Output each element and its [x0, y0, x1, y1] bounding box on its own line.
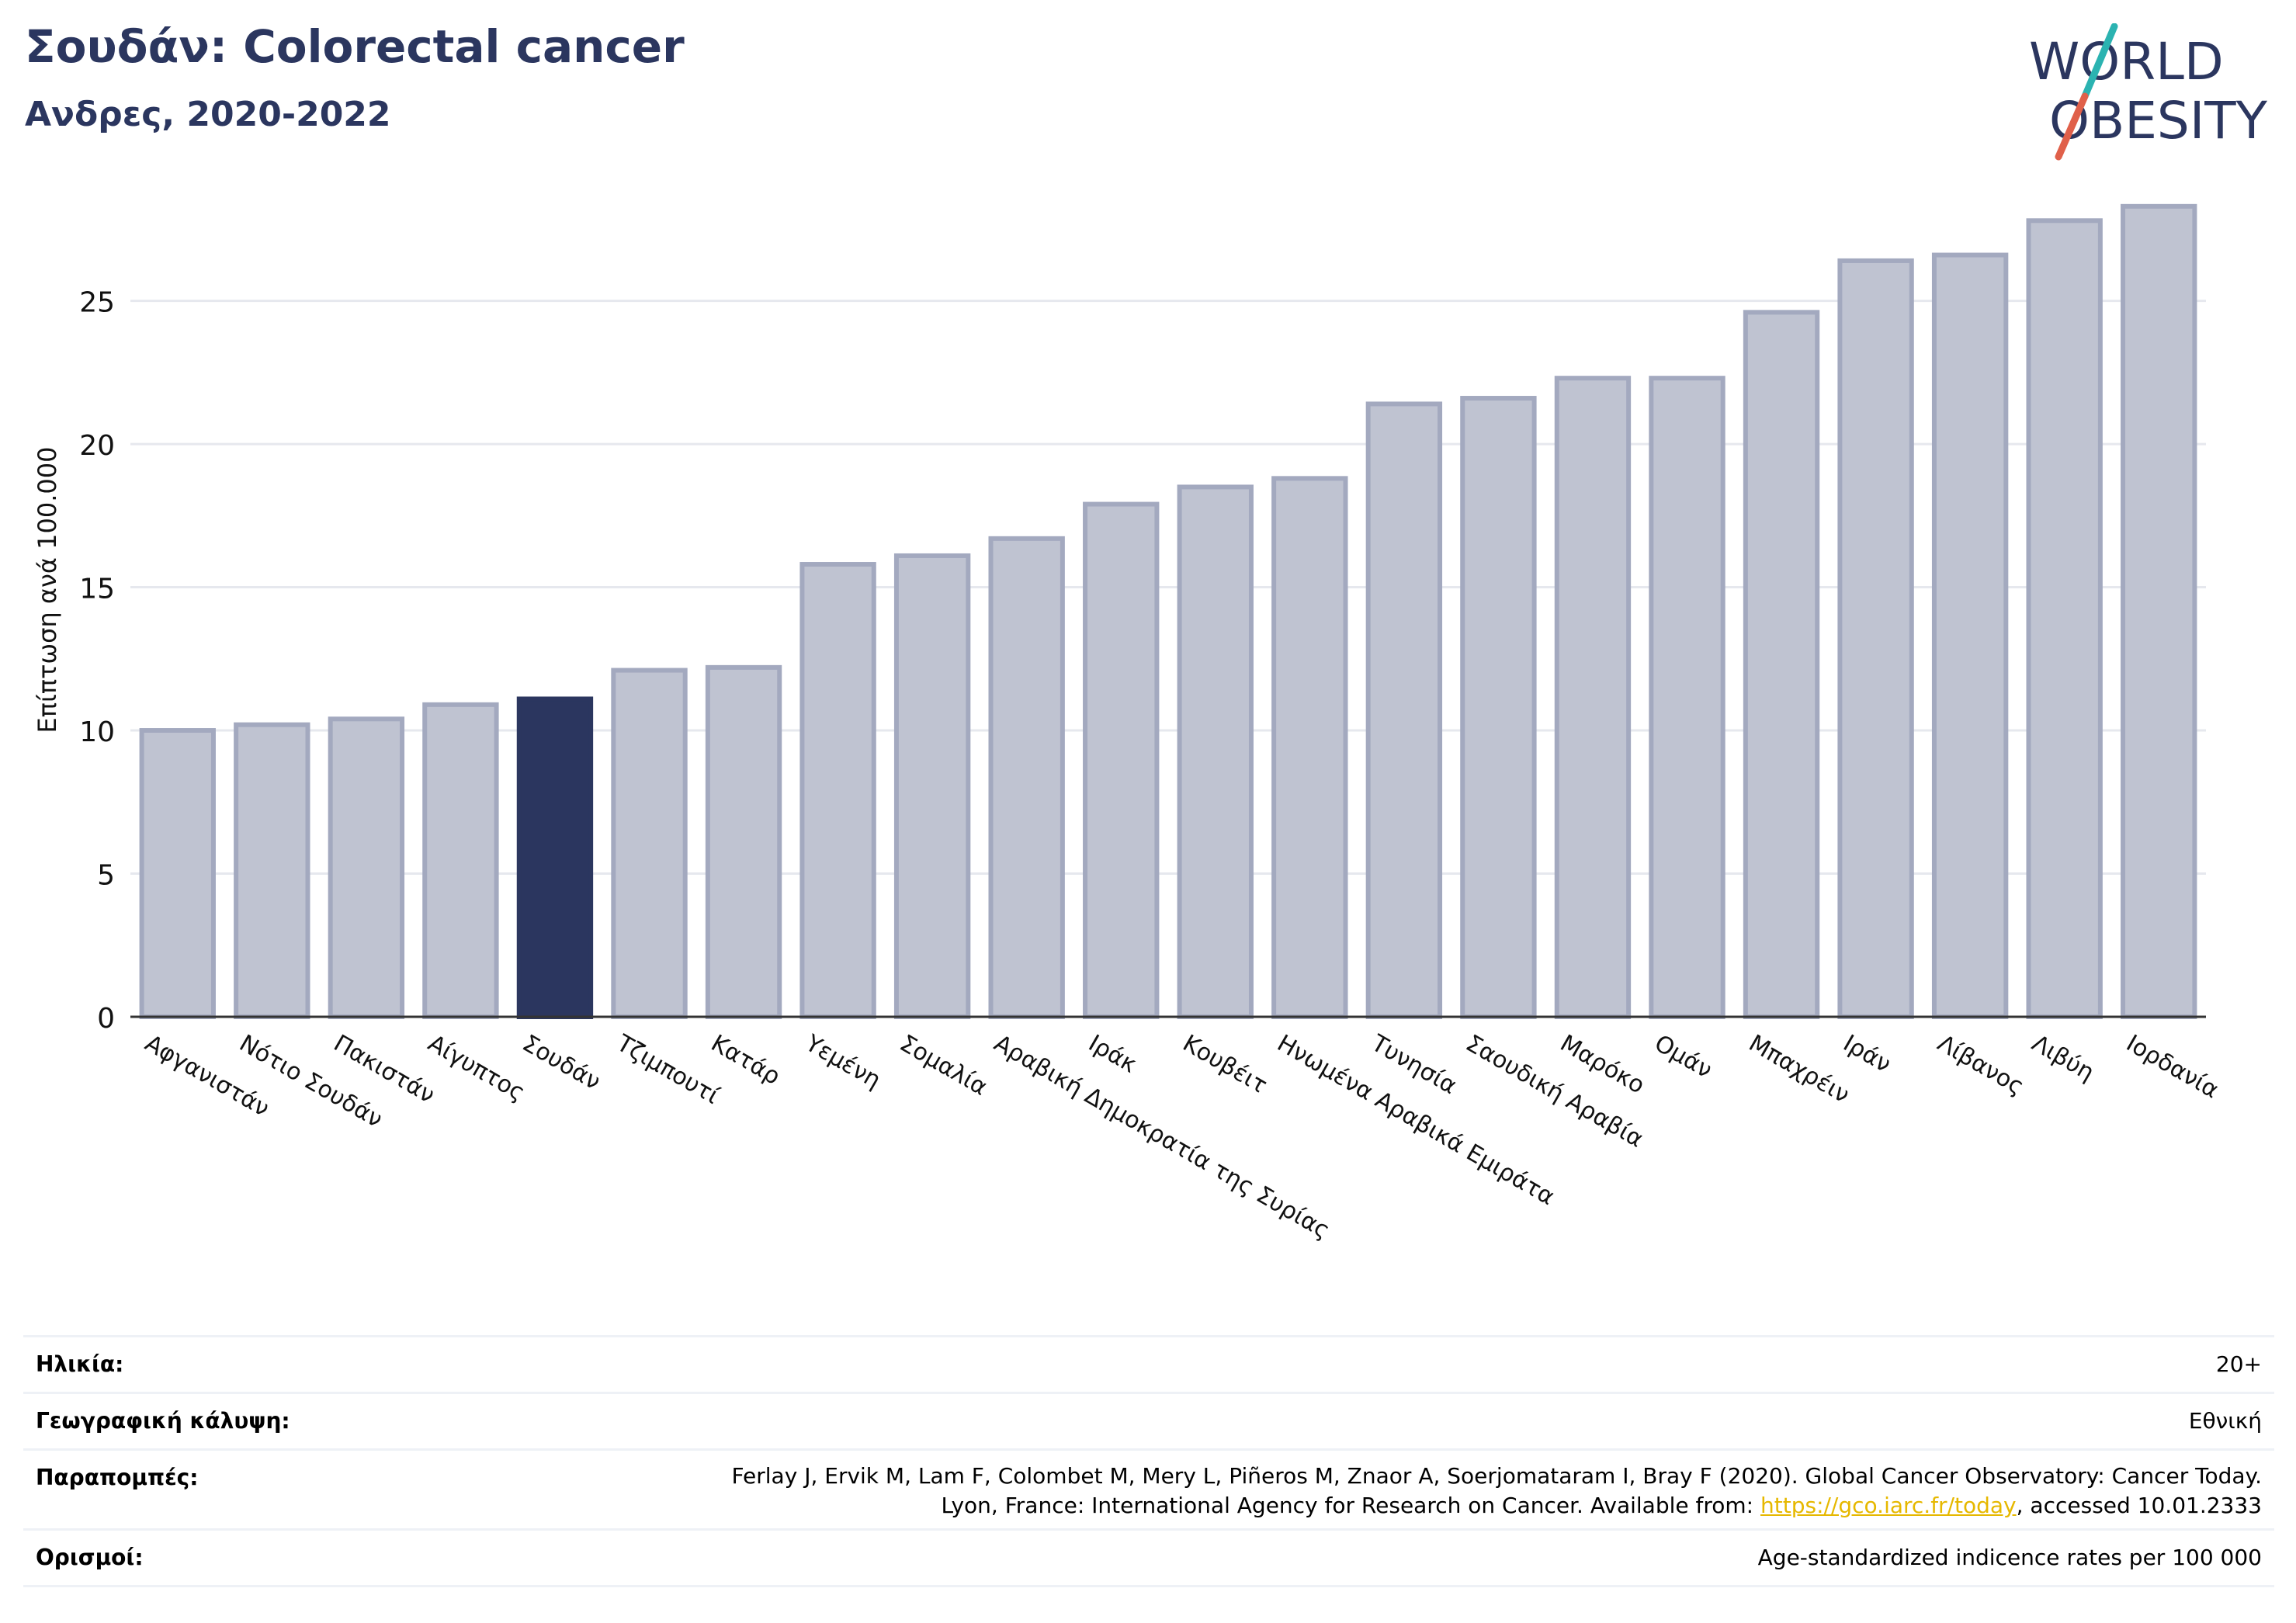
bar: [2026, 218, 2103, 1019]
x-tick-label: Μπαχρέιν: [1744, 1030, 1854, 1109]
coverage-label: Γεωγραφική κάλυψη:: [36, 1408, 290, 1434]
info-row-definitions: Ορισμοί: Age-standardized indicence rate…: [23, 1528, 2274, 1585]
bar: [893, 553, 971, 1019]
y-axis-label: Επίπτωση ανά 100.000: [33, 447, 62, 733]
definitions-value: Age-standardized indicence rates per 100…: [1757, 1545, 2262, 1570]
bar: [799, 562, 876, 1019]
logo-line1: WORLD: [2029, 32, 2224, 92]
bar: [1177, 484, 1254, 1019]
coverage-value: Εθνική: [2188, 1408, 2262, 1434]
y-tick-label: 25: [79, 287, 115, 319]
x-tick-label: Αραβική Δημοκρατία της Συρίας: [990, 1030, 1334, 1245]
x-tick-label: Τζιμπουτί: [612, 1029, 724, 1110]
references-label: Παραπομπές:: [36, 1465, 199, 1490]
age-label: Ηλικία:: [36, 1351, 124, 1377]
bar: [139, 728, 216, 1019]
bar: [611, 668, 688, 1019]
bar: [1460, 396, 1537, 1019]
info-row-age: Ηλικία: 20+: [23, 1335, 2274, 1392]
x-tick-label: Σομαλία: [895, 1030, 992, 1101]
x-tick-label: Υεμένη: [800, 1029, 886, 1094]
references-line2: Lyon, France: International Agency for R…: [731, 1491, 2262, 1521]
bar: [988, 536, 1065, 1019]
bar: [1271, 476, 1348, 1019]
x-tick-label: Σαουδική Αραβία: [1461, 1030, 1648, 1153]
bar: [705, 664, 782, 1019]
references-line2-prefix: Lyon, France: International Agency for R…: [941, 1493, 1760, 1518]
bar: [1931, 252, 2009, 1020]
bar: [328, 716, 405, 1020]
bar: [1083, 501, 1160, 1019]
bar: [1837, 258, 1914, 1019]
y-tick-label: 20: [79, 430, 115, 462]
bar-highlight: [516, 696, 594, 1020]
y-tick-label: 15: [79, 574, 115, 605]
y-tick-label: 0: [97, 1003, 115, 1035]
references-value: Ferlay J, Ervik M, Lam F, Colombet M, Me…: [731, 1462, 2262, 1521]
x-tick-label: Ιράν: [1839, 1030, 1895, 1079]
x-tick-label: Ιράκ: [1084, 1030, 1141, 1079]
info-row-coverage: Γεωγραφική κάλυψη: Εθνική: [23, 1392, 2274, 1448]
world-obesity-logo: WORLD OBESITY: [2029, 23, 2268, 161]
references-line1: Ferlay J, Ervik M, Lam F, Colombet M, Me…: [731, 1463, 2262, 1489]
bar: [1365, 401, 1443, 1019]
x-tick-label: Σουδάν: [518, 1030, 605, 1096]
references-link[interactable]: https://gco.iarc.fr/today: [1760, 1493, 2017, 1518]
chart-subtitle: Ανδρες, 2020-2022: [25, 95, 391, 134]
x-tick-label: Κουβέιτ: [1178, 1030, 1272, 1100]
y-tick-label: 10: [79, 716, 115, 748]
bar: [234, 722, 310, 1019]
age-value: 20+: [2215, 1351, 2262, 1377]
x-tick-label: Λιβύη: [2027, 1030, 2099, 1087]
x-tick-label: Λίβανος: [1933, 1030, 2028, 1101]
chart-title: Σουδάν: Colorectal cancer: [25, 20, 685, 73]
bar: [2121, 203, 2197, 1019]
x-tick-label: Κατάρ: [706, 1030, 785, 1091]
x-tick-label: Ομάν: [1650, 1030, 1717, 1084]
x-tick-label: Ιορδανία: [2121, 1030, 2223, 1105]
bar: [1554, 376, 1632, 1019]
x-tick-label: Αίγυπτος: [423, 1030, 529, 1107]
bar: [1743, 310, 1820, 1019]
y-tick-label: 5: [97, 860, 115, 892]
bars: [139, 203, 2197, 1020]
info-table: Ηλικία: 20+ Γεωγραφική κάλυψη: Εθνική Πα…: [23, 1335, 2274, 1587]
bar: [1649, 376, 1725, 1019]
bar: [422, 702, 499, 1019]
info-row-references: Παραπομπές: Ferlay J, Ervik M, Lam F, Co…: [23, 1448, 2274, 1528]
definitions-label: Ορισμοί:: [36, 1545, 144, 1570]
references-line2-suffix: , accessed 10.01.2333: [2016, 1493, 2262, 1518]
